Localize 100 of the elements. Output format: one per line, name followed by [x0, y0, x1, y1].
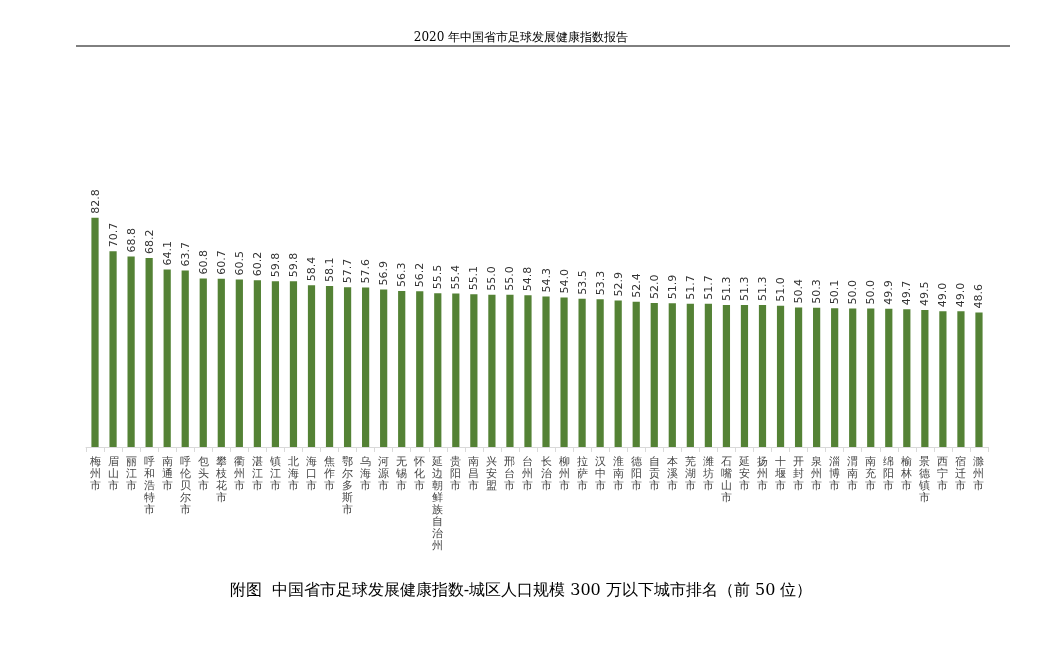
x-tick-label: 柳州市 — [558, 454, 570, 492]
data-label: 63.7 — [178, 242, 192, 267]
x-tick-label: 贵阳市 — [450, 454, 462, 492]
x-tick-label: 呼伦贝尔市 — [179, 454, 191, 516]
bar — [325, 286, 334, 447]
data-label: 56.9 — [377, 260, 391, 286]
x-tick-label: 兴安盟 — [486, 454, 498, 492]
data-label: 59.8 — [268, 252, 282, 278]
x-tick-label: 扬州市 — [757, 454, 768, 492]
x-tick-label: 长治市 — [540, 454, 552, 492]
data-label: 56.2 — [413, 262, 427, 288]
bar — [957, 311, 965, 447]
x-tick-label: 潍坊市 — [701, 454, 714, 492]
bar — [542, 296, 550, 447]
x-tick-label: 衢州市 — [233, 454, 245, 492]
bar — [506, 294, 514, 447]
x-tick-label: 丽江市 — [125, 454, 137, 492]
x-tick-label: 渭南市 — [847, 454, 859, 492]
data-label: 52.4 — [629, 273, 643, 298]
data-label: 58.4 — [305, 256, 318, 282]
bar — [849, 308, 857, 447]
x-tick-label: 延边朝鲜族自治州 — [431, 454, 444, 552]
bar — [434, 293, 442, 447]
data-label: 68.8 — [124, 227, 138, 253]
data-label: 55.4 — [449, 265, 463, 290]
bar — [704, 303, 712, 447]
data-label: 49.0 — [936, 282, 950, 308]
x-tick-label: 拉萨市 — [576, 454, 588, 492]
data-label: 49.5 — [918, 281, 932, 306]
data-label: 55.5 — [431, 264, 445, 290]
data-label: 82.8 — [88, 189, 102, 214]
data-label: 51.0 — [774, 277, 788, 302]
bar — [271, 281, 280, 447]
data-label: 54.0 — [557, 268, 571, 294]
data-label: 60.2 — [250, 251, 264, 277]
x-tick-label: 西宁市 — [937, 454, 949, 492]
x-tick-label: 邢台市 — [504, 454, 516, 492]
data-label: 50.4 — [792, 278, 806, 304]
bar — [145, 258, 153, 447]
data-label: 55.0 — [503, 266, 517, 291]
data-label: 51.9 — [665, 274, 679, 300]
bar — [794, 307, 803, 447]
bar — [488, 294, 496, 447]
x-tick-label: 台州市 — [522, 454, 534, 492]
bar — [217, 278, 225, 447]
bar — [813, 307, 821, 447]
bar — [560, 297, 568, 447]
data-label: 49.0 — [954, 282, 968, 308]
bar — [199, 278, 207, 447]
bar — [289, 281, 298, 447]
x-tick-label: 南充市 — [865, 454, 877, 492]
x-tick-label: 焦作市 — [323, 454, 336, 492]
chart-subtitle: 2020 年中国省市足球发展健康指数报告 — [413, 30, 629, 44]
text: 附图 中国省市足球发展健康指数-城区人口规模 300 万以下城市排名（前 50 位） — [229, 579, 813, 599]
data-label: 50.0 — [864, 280, 878, 305]
x-tick-label: 无锡市 — [395, 454, 408, 492]
x-tick-label: 河源市 — [378, 454, 390, 492]
data-label: 64.1 — [160, 240, 174, 266]
bar — [380, 289, 388, 447]
bar — [686, 303, 694, 447]
data-label: 57.7 — [341, 258, 355, 284]
data-label: 59.8 — [286, 252, 300, 278]
bar — [470, 294, 478, 447]
data-label: 53.5 — [575, 270, 589, 295]
bar — [596, 299, 604, 447]
bar — [921, 309, 929, 447]
data-label: 60.5 — [232, 250, 246, 276]
x-tick-label: 鄂尔多斯市 — [342, 454, 354, 516]
x-tick-label: 泉州市 — [811, 454, 823, 492]
bar — [578, 298, 586, 447]
bar — [758, 304, 767, 447]
data-label: 54.8 — [521, 266, 535, 292]
data-label: 60.7 — [214, 250, 228, 275]
data-label: 51.7 — [701, 275, 715, 300]
bar — [975, 312, 983, 447]
data-label: 48.6 — [972, 283, 986, 309]
x-tick-label: 自贡市 — [648, 454, 660, 492]
data-label: 52.9 — [611, 271, 625, 297]
data-label: 57.6 — [359, 258, 373, 284]
data-label: 51.3 — [756, 276, 769, 301]
data-label: 54.3 — [539, 268, 553, 293]
data-label: 51.7 — [683, 275, 697, 300]
bar — [416, 291, 424, 447]
data-label: 51.3 — [737, 276, 751, 301]
bar — [524, 295, 532, 447]
x-tick-label: 眉山市 — [107, 454, 119, 492]
x-tick-label: 乌海市 — [360, 454, 372, 492]
bar — [903, 309, 911, 447]
bar — [632, 301, 640, 447]
data-label: 60.8 — [196, 250, 210, 275]
data-label: 49.9 — [882, 280, 896, 305]
x-tick-label: 延安市 — [737, 454, 750, 492]
x-tick-label: 景德镇市 — [918, 454, 931, 504]
x-tick-label: 十堰市 — [774, 454, 787, 492]
bar — [109, 251, 117, 447]
bar — [163, 269, 171, 447]
bar — [776, 305, 785, 447]
x-tick-label: 攀枝花市 — [214, 454, 227, 504]
data-label: 56.3 — [395, 262, 409, 288]
x-tick-label: 湛江市 — [251, 454, 263, 492]
